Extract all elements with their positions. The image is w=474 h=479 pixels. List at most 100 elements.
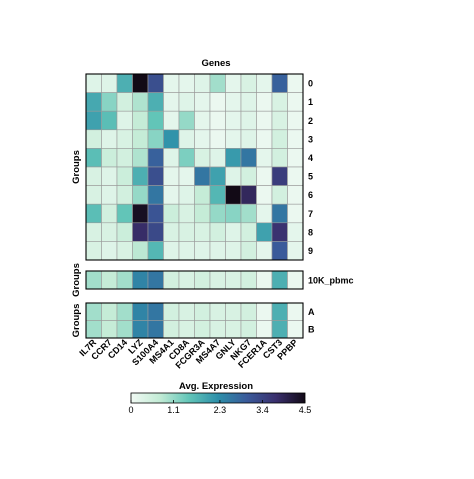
heatmap-cell xyxy=(287,241,304,261)
heatmap-cell xyxy=(287,222,304,242)
heatmap-cell xyxy=(147,320,164,339)
heatmap-cell xyxy=(240,110,257,131)
heatmap-cell xyxy=(194,73,211,93)
heatmap-cell xyxy=(194,302,211,321)
heatmap-cell xyxy=(256,129,273,149)
heatmap-cell xyxy=(163,302,180,321)
heatmap-cell xyxy=(287,302,304,321)
heatmap-cell xyxy=(101,166,118,186)
row-label: 10K_pbmc xyxy=(308,275,354,285)
heatmap-cell xyxy=(85,148,102,168)
colorbar-tick-label: 1.1 xyxy=(167,405,180,415)
heatmap-cell xyxy=(271,185,288,205)
heatmap-cell xyxy=(225,185,242,205)
heatmap-cell xyxy=(101,222,118,242)
heatmap-cell xyxy=(101,270,118,290)
heatmap-cell xyxy=(240,241,257,261)
heatmap-cell xyxy=(116,92,133,112)
heatmap-cell xyxy=(147,166,164,186)
heatmap-cell xyxy=(271,110,288,131)
heatmap-cell xyxy=(163,148,180,168)
heatmap-cell xyxy=(209,320,226,339)
row-label: 0 xyxy=(308,79,313,89)
heatmap-cell xyxy=(101,92,118,112)
heatmap-cell xyxy=(209,148,226,168)
heatmap-cell xyxy=(178,166,195,186)
panel-3: AB Groups xyxy=(71,302,315,339)
heatmap-panels: 0 1 2 3 4 5 6 7 8 9 Groups 10K_pbmc Groups AB Groups xyxy=(71,73,354,339)
heatmap-cell xyxy=(287,110,304,131)
heatmap-cell xyxy=(225,203,242,224)
heatmap-cell xyxy=(132,166,149,186)
heatmap-cell xyxy=(209,73,226,93)
heatmap-cell xyxy=(225,302,242,321)
heatmap-cell xyxy=(147,73,164,93)
heatmap-cell xyxy=(178,222,195,242)
heatmap-cell xyxy=(116,270,133,290)
heatmap-cell xyxy=(85,73,102,93)
heatmap-cell xyxy=(132,148,149,168)
heatmap-cell xyxy=(209,92,226,112)
heatmap-cell xyxy=(194,241,211,261)
heatmap-cell xyxy=(271,320,288,339)
heatmap-cell xyxy=(256,241,273,261)
heatmap-cell xyxy=(256,203,273,224)
heatmap-cell xyxy=(178,148,195,168)
heatmap-cell xyxy=(116,110,133,131)
heatmap-cell xyxy=(132,129,149,149)
row-label: 5 xyxy=(308,172,313,182)
heatmap-cell xyxy=(225,166,242,186)
heatmap-cell xyxy=(178,270,195,290)
heatmap-cell xyxy=(101,185,118,205)
heatmap-cell xyxy=(101,241,118,261)
heatmap-cell xyxy=(116,185,133,205)
heatmap-cell xyxy=(209,222,226,242)
y-axis-label: Groups xyxy=(71,304,82,338)
heatmap-cell xyxy=(178,320,195,339)
heatmap-cell xyxy=(271,241,288,261)
heatmap-cell xyxy=(132,203,149,224)
heatmap-cell xyxy=(240,302,257,321)
heatmap-cell xyxy=(240,320,257,339)
heatmap-cell xyxy=(147,241,164,261)
heatmap-cell xyxy=(116,129,133,149)
chart-title: Genes xyxy=(201,58,230,69)
heatmap-cell xyxy=(163,185,180,205)
row-label: A xyxy=(308,307,315,317)
heatmap-cell xyxy=(271,270,288,290)
heatmap-cell xyxy=(132,320,149,339)
heatmap-cell xyxy=(225,320,242,339)
heatmap-cell xyxy=(116,203,133,224)
colorbar-tick-label: 0 xyxy=(128,405,133,415)
heatmap-cell xyxy=(116,222,133,242)
heatmap-cell xyxy=(194,110,211,131)
heatmap-cell xyxy=(287,320,304,339)
heatmap-cell xyxy=(240,222,257,242)
heatmap-cell xyxy=(271,148,288,168)
row-label: 7 xyxy=(308,209,313,219)
heatmap-cell xyxy=(256,185,273,205)
heatmap-cell xyxy=(194,222,211,242)
heatmap-cell xyxy=(287,203,304,224)
heatmap-cell xyxy=(271,222,288,242)
heatmap-cell xyxy=(194,148,211,168)
heatmap-cell xyxy=(225,92,242,112)
heatmap-cell xyxy=(209,166,226,186)
row-label: 4 xyxy=(308,153,313,163)
heatmap-cell xyxy=(240,203,257,224)
heatmap-cell xyxy=(287,166,304,186)
row-label: 1 xyxy=(308,97,313,107)
heatmap-cell xyxy=(178,110,195,131)
heatmap-cell xyxy=(240,129,257,149)
heatmap-cell xyxy=(85,302,102,321)
heatmap-cell xyxy=(163,203,180,224)
heatmap-cell xyxy=(132,110,149,131)
colorbar-tick-label: 2.3 xyxy=(214,405,227,415)
heatmap-cell xyxy=(209,185,226,205)
heatmap-cell xyxy=(225,270,242,290)
heatmap-cell xyxy=(178,129,195,149)
heatmap-cell xyxy=(101,148,118,168)
panel-frame xyxy=(85,302,304,339)
heatmap-cell xyxy=(85,222,102,242)
